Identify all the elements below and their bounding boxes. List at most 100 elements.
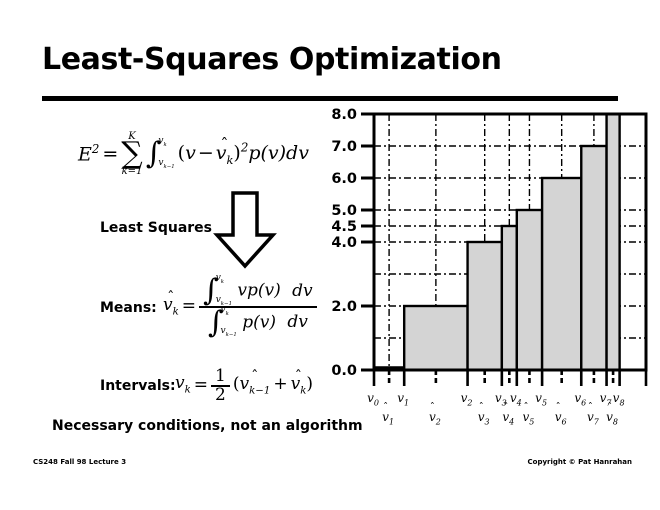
bar bbox=[605, 112, 621, 372]
x-center-label: v7ˆ bbox=[587, 403, 600, 427]
svg-text:v2: v2 bbox=[429, 410, 441, 427]
y-tick-label: 7.0 bbox=[331, 139, 357, 155]
hat-accent: ˆ bbox=[588, 403, 593, 414]
fraction-bar bbox=[211, 385, 230, 387]
means-label: Means: bbox=[100, 300, 157, 316]
intervals-rhs: (ˆ vk−1 + ˆ vk) bbox=[232, 369, 314, 397]
intervals-label: Intervals: bbox=[100, 378, 176, 394]
bar bbox=[580, 144, 608, 372]
x-edge-label: v3 bbox=[495, 391, 507, 408]
integral-operator: ∫ vk vk−1 bbox=[145, 136, 175, 172]
v-hat-k: ˆ vk bbox=[215, 135, 234, 167]
svg-text:v2: v2 bbox=[461, 391, 473, 408]
x-edge-label: v5 bbox=[535, 391, 547, 408]
hat-accent: ˆ bbox=[503, 403, 508, 414]
energy-integrand: (v − ˆ vk)2p(v)dv bbox=[177, 135, 309, 167]
svg-text:v1: v1 bbox=[382, 410, 394, 427]
chart-svg: 8.07.06.05.04.54.02.00.0v0 v1 v2 v3 v4 v5 v6 v7… bbox=[331, 108, 648, 427]
svg-text:v1: v1 bbox=[397, 391, 409, 408]
page-title: Least-Squares Optimization bbox=[42, 42, 502, 77]
hat-accent: ˆ bbox=[523, 403, 528, 414]
x-center-label: v1ˆ bbox=[382, 403, 394, 427]
fraction-denominator: 2 bbox=[215, 384, 226, 405]
x-center-label: v4ˆ bbox=[502, 403, 514, 427]
bar bbox=[466, 240, 504, 372]
least-squares-label: Least Squares bbox=[100, 220, 213, 236]
x-edge-label: v4 bbox=[510, 391, 522, 408]
means-fraction: ∫ vk vk−1 vp(v) dv ∫ vk vk−1 p(v) dv bbox=[199, 273, 317, 340]
summation-operator: K ∑ k=1 bbox=[121, 132, 142, 177]
one-half-fraction: 1 2 bbox=[211, 368, 230, 404]
bar bbox=[500, 224, 518, 372]
svg-text:v4: v4 bbox=[510, 391, 522, 408]
svg-text:v5: v5 bbox=[523, 410, 535, 427]
hat-accent: ˆ bbox=[479, 403, 484, 414]
means-equals: = bbox=[181, 296, 197, 317]
down-arrow-icon bbox=[213, 191, 277, 269]
x-center-label: v3ˆ bbox=[478, 403, 490, 427]
x-center-label: v6ˆ bbox=[555, 403, 567, 427]
means-numerator: ∫ vk vk−1 vp(v) dv bbox=[203, 273, 313, 308]
x-edge-label: v6 bbox=[574, 391, 586, 408]
y-tick-label: 4.0 bbox=[331, 235, 357, 251]
x-edge-label: v2 bbox=[461, 391, 473, 408]
fraction-bar bbox=[199, 306, 317, 308]
x-edge-label: v0 bbox=[367, 391, 379, 408]
footer-course-info: CS248 Fall 98 Lecture 3 bbox=[33, 458, 127, 466]
svg-text:v8: v8 bbox=[613, 391, 625, 408]
hat-accent: ˆ bbox=[556, 403, 561, 414]
energy-lhs-exponent: 2 bbox=[91, 142, 100, 157]
integral-lower-limit: vk−1 bbox=[158, 158, 175, 170]
hat-accent: ˆ bbox=[607, 403, 612, 414]
title-divider bbox=[42, 96, 618, 101]
svg-text:v7: v7 bbox=[587, 410, 600, 427]
svg-text:v8: v8 bbox=[606, 410, 618, 427]
x-edge-label: v7 bbox=[600, 391, 613, 408]
bar bbox=[540, 176, 583, 372]
sum-glyph: ∑ bbox=[121, 136, 143, 171]
svg-text:v5: v5 bbox=[535, 391, 547, 408]
svg-text:v7: v7 bbox=[600, 391, 613, 408]
y-tick-label: 0.0 bbox=[331, 363, 357, 379]
v-hat-k-minus-1: ˆ vk−1 bbox=[239, 369, 271, 397]
y-tick-label: 8.0 bbox=[331, 108, 357, 123]
energy-lhs: E2 bbox=[78, 142, 100, 164]
x-edge-label: v8 bbox=[613, 391, 625, 408]
footer-copyright: Copyright © Pat Hanrahan bbox=[527, 458, 632, 466]
means-lhs: ˆ vk bbox=[163, 290, 179, 318]
y-tick-label: 4.5 bbox=[331, 219, 357, 235]
x-edge-label: v1 bbox=[397, 391, 409, 408]
hat-accent: ˆ bbox=[430, 403, 435, 414]
denominator-integral: ∫ vk vk−1 bbox=[207, 304, 237, 340]
bar bbox=[402, 304, 469, 372]
closing-note: Necessary conditions, not an algorithm bbox=[52, 418, 363, 434]
svg-text:v6: v6 bbox=[555, 410, 567, 427]
y-tick-label: 2.0 bbox=[331, 299, 357, 315]
y-tick-label: 6.0 bbox=[331, 171, 357, 187]
numerator-integral: ∫ vk vk−1 bbox=[203, 273, 232, 308]
bar bbox=[515, 208, 544, 372]
svg-text:v6: v6 bbox=[574, 391, 586, 408]
equation-intervals: vk = 1 2 (ˆ vk−1 + ˆ vk) bbox=[175, 368, 313, 404]
integral-limits: vk vk−1 bbox=[158, 136, 175, 170]
means-denominator: ∫ vk vk−1 p(v) dv bbox=[207, 304, 308, 340]
svg-text:v4: v4 bbox=[502, 410, 514, 427]
quantization-bar-chart: 8.0 7.0 6.0 5.0 4.5 4.0 2.0 0.0 v0 v1 v2 v3 v4 v5 v6 v7… bbox=[318, 108, 648, 428]
y-tick-label: 5.0 bbox=[331, 203, 357, 219]
hat-accent: ˆ bbox=[383, 403, 388, 414]
svg-text:v3: v3 bbox=[478, 410, 490, 427]
x-center-label: v8ˆ bbox=[606, 403, 618, 427]
energy-equals: = bbox=[102, 142, 119, 165]
intervals-lhs: vk bbox=[175, 373, 191, 396]
fraction-numerator: 1 bbox=[215, 366, 226, 386]
x-center-label: v5ˆ bbox=[523, 403, 535, 427]
svg-text:v0: v0 bbox=[367, 391, 379, 408]
sum-upper-limit: K bbox=[128, 131, 136, 142]
equation-means: ˆ vk = ∫ vk vk−1 vp(v) dv ∫ vk vk−1 p( bbox=[163, 273, 317, 340]
x-center-label: v2ˆ bbox=[429, 403, 441, 427]
sum-lower-limit: k=1 bbox=[121, 165, 143, 177]
intervals-equals: = bbox=[193, 375, 209, 396]
integral-glyph: ∫ bbox=[145, 136, 162, 172]
equation-energy: E2 = K ∑ k=1 ∫ vk vk−1 (v − ˆ vk)2p(v)dv bbox=[78, 132, 309, 177]
integral-upper-limit: vk bbox=[158, 136, 167, 149]
